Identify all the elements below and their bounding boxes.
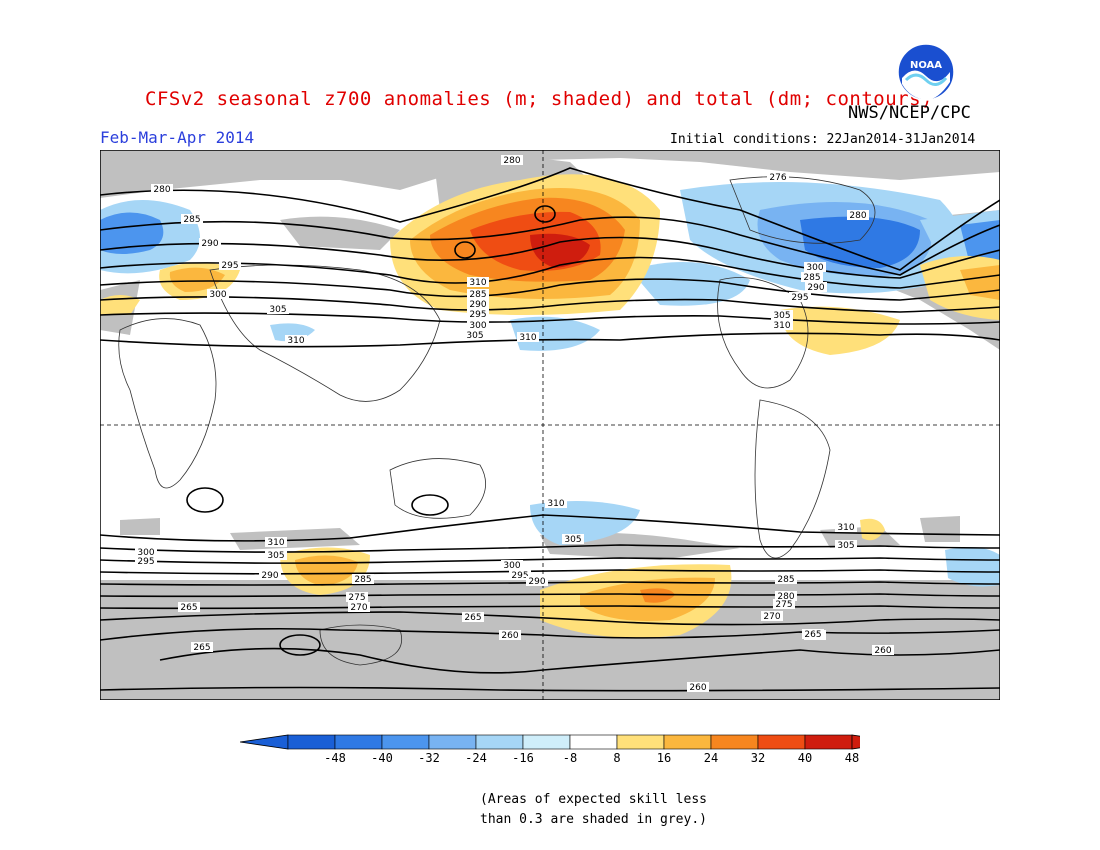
contour-label: 295	[221, 261, 238, 271]
colorbar-label: -16	[512, 751, 534, 765]
contour-label: 295	[137, 557, 154, 567]
contour-label: 295	[511, 571, 528, 581]
contour-label: 275	[775, 600, 792, 610]
colorbar-label: -32	[418, 751, 440, 765]
colorbar-cell	[757, 734, 806, 750]
contour-label: 305	[564, 535, 581, 545]
chart-title: CFSv2 seasonal z700 anomalies (m; shaded…	[145, 88, 933, 110]
contour-label: 280	[503, 156, 520, 166]
contour-label: 260	[501, 631, 518, 641]
colorbar-cell	[522, 734, 571, 750]
contour-label: 265	[804, 630, 821, 640]
contour-label: 260	[874, 646, 891, 656]
contour-label: 260	[689, 683, 706, 693]
contour-label: 290	[201, 239, 218, 249]
colorbar-label: 40	[798, 751, 812, 765]
colorbar-cell	[616, 734, 665, 750]
contour-label: 300	[137, 548, 154, 558]
contour-label: 280	[849, 211, 866, 221]
contour-label: 300	[469, 321, 486, 331]
contour-label: 265	[180, 603, 197, 613]
contour-label: 275	[348, 593, 365, 603]
contour-label: 310	[519, 333, 536, 343]
colorbar-cell	[663, 734, 712, 750]
contour-label: 285	[803, 273, 820, 283]
contour-label: 305	[773, 311, 790, 321]
colorbar-label: -8	[563, 751, 577, 765]
colorbar-label: -24	[465, 751, 487, 765]
contour-label: 295	[469, 310, 486, 320]
contour-label: 280	[153, 185, 170, 195]
contour-label: 285	[777, 575, 794, 585]
colorbar-label: -48	[324, 751, 346, 765]
colorbar-arrow-left	[240, 734, 289, 750]
contour-label: 295	[791, 293, 808, 303]
contour-label: 265	[464, 613, 481, 623]
contour-label: 290	[528, 577, 545, 587]
colorbar-cell	[569, 734, 618, 750]
contour-label: 280	[777, 592, 794, 602]
colorbar-label: 16	[657, 751, 671, 765]
contour-label: 285	[354, 575, 371, 585]
contour-labels: 2802802852902953003053103102852902953003…	[135, 155, 894, 693]
colorbar-arrow-right	[851, 734, 860, 750]
colorbar-label: 24	[704, 751, 718, 765]
colorbar-label: 8	[613, 751, 620, 765]
forecast-period: Feb-Mar-Apr 2014	[100, 128, 255, 147]
contour-label: 310	[547, 499, 564, 509]
contour-label: 300	[806, 263, 823, 273]
contour-label: 290	[469, 300, 486, 310]
colorbar-cell	[710, 734, 759, 750]
contour-label: 270	[763, 612, 780, 622]
footnote-line-2: than 0.3 are shaded in grey.)	[480, 812, 707, 827]
contour-label: 290	[807, 283, 824, 293]
negative-anomaly-areas	[100, 182, 1000, 587]
coastlines	[118, 176, 876, 666]
contour-label: 310	[469, 278, 486, 288]
contour-label: 270	[350, 603, 367, 613]
colorbar-cell	[381, 734, 430, 750]
footnote-line-1: (Areas of expected skill less	[480, 792, 707, 807]
contour-label: 285	[183, 215, 200, 225]
contour-label: 285	[469, 290, 486, 300]
colorbar: -48 -40 -32 -24 -16 -8 8 16 24 32 40 48	[240, 734, 860, 765]
colorbar-label: 48	[845, 751, 859, 765]
colorbar-label: -40	[371, 751, 393, 765]
anomaly-map: 2802802852902953003053103102852902953003…	[100, 150, 1000, 700]
contour-label: 310	[837, 523, 854, 533]
contour-label: 305	[267, 551, 284, 561]
agency-label: NWS/NCEP/CPC	[848, 103, 971, 123]
colorbar-label: 32	[751, 751, 765, 765]
contour-label: 305	[466, 331, 483, 341]
contour-label: 265	[193, 643, 210, 653]
initial-conditions: Initial conditions: 22Jan2014-31Jan2014	[670, 132, 976, 147]
colorbar-cell	[287, 734, 336, 750]
contour-label: 276	[769, 173, 786, 183]
contour-label: 290	[261, 571, 278, 581]
colorbar-cells	[240, 734, 860, 750]
noaa-logo-text: NOAA	[910, 60, 942, 71]
contour-label: 305	[269, 305, 286, 315]
colorbar-labels: -48 -40 -32 -24 -16 -8 8 16 24 32 40 48	[324, 751, 859, 765]
contour-label: 305	[837, 541, 854, 551]
colorbar-cell	[804, 734, 853, 750]
contour-label: 310	[267, 538, 284, 548]
colorbar-cell	[475, 734, 524, 750]
noaa-logo: NOAA	[897, 43, 955, 101]
contour-label: 300	[503, 561, 520, 571]
contour-label: 310	[287, 336, 304, 346]
contour-label: 310	[773, 321, 790, 331]
colorbar-cell	[428, 734, 477, 750]
contour-label: 300	[209, 290, 226, 300]
colorbar-cell	[334, 734, 383, 750]
